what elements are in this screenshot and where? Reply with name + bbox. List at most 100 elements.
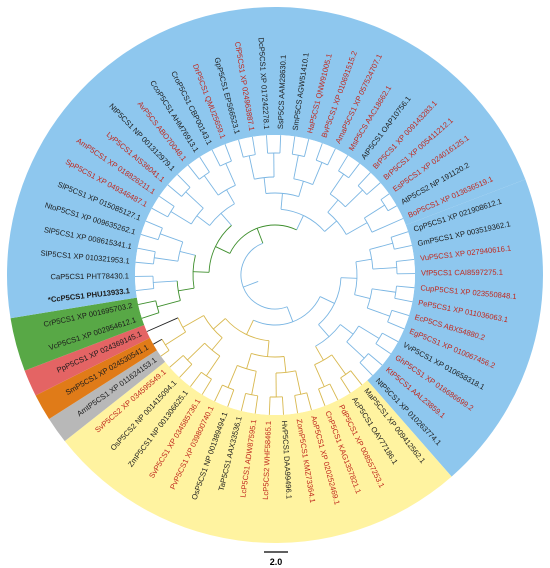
tree-branch [138,300,156,306]
tree-arc [201,371,212,380]
tree-branch [160,349,170,357]
tree-arc [275,370,296,374]
tree-branch [338,155,349,172]
tree-branch [279,135,282,154]
tree-arc [243,154,256,158]
tree-branch [359,362,373,376]
tree-branch [324,220,337,232]
tree-arc [152,276,155,289]
clade-color-bands [7,7,543,543]
tree-arc [318,277,342,325]
tree-arc [340,370,351,379]
tree-branch [266,135,269,154]
tree-branch [368,353,383,366]
tree-branch [394,244,412,250]
tree-branch [203,175,219,196]
tree-branch [145,220,163,229]
tree-branch [394,297,413,303]
tree-arc [153,251,156,264]
tree-branch [268,396,271,415]
leaf-label: LcP5CS2 WHF58465.1 [261,421,273,500]
tree-arc [177,241,184,262]
tree-branch [140,234,159,241]
tree-branch [187,342,205,361]
tree-branch [340,277,357,279]
tree-arc [293,178,313,185]
tree-branch [225,163,236,186]
tree-arc [395,261,398,274]
tree-arc [327,211,347,235]
tree-branch [267,340,270,357]
tree-branch [146,317,179,332]
tree-branch [391,309,410,316]
tree-branch [214,384,223,402]
tree-branch [286,306,294,322]
tree-arc [354,261,358,295]
tree-branch [372,267,397,270]
tree-arc [364,217,373,233]
tree-branch [396,258,415,262]
tree-branch [281,396,284,415]
tree-arc [181,187,191,197]
tree-branch [318,324,330,337]
tree-branch [151,207,168,218]
clade-band-red [24,324,150,396]
tree-branch [306,392,312,411]
tree-branch [135,261,154,265]
tree-arc [380,199,389,211]
tree-branch [263,177,267,194]
tree-branch [346,222,368,235]
tree-branch [371,288,396,293]
tree-branch [240,393,247,411]
tree-arc [369,249,374,270]
tree-arc [157,227,163,240]
tree-branch [157,300,181,308]
tree-arc [390,237,395,250]
tree-branch [227,365,238,388]
tree-branch [246,353,252,369]
clade-band-green [10,297,145,371]
tree-arc [314,354,333,366]
clade-band-blue [7,7,526,319]
tree-branch [187,164,200,180]
tree-branch [160,233,183,243]
tree-arc [387,310,393,323]
scale-bar-label: 2.0 [270,557,283,567]
tree-branch [295,370,302,395]
tree-branch [224,144,232,162]
tree-arc [240,242,288,310]
tree-branch [211,149,221,167]
tree-branch [165,331,186,346]
tree-branch [213,318,226,330]
tree-branch [293,155,299,179]
tree-branch [226,189,235,204]
tree-arc [292,153,305,158]
tree-branch [248,155,255,180]
tree-branch [298,181,304,197]
tree-arc [167,206,175,218]
tree-branch [296,215,304,231]
tree-branch [169,355,184,368]
leaf-label: VfP5CS1 CAI8597275.1 [421,268,503,278]
tree-branch [177,174,191,188]
tree-branch [319,296,335,304]
tree-branch [196,215,210,226]
tree-arc [190,207,204,225]
tree-arc [265,192,299,197]
tree-branch [371,218,404,233]
tree-arc [357,185,368,195]
tree-branch [256,228,264,244]
tree-branch [227,389,235,407]
tree-branch [366,182,381,195]
tree-arc [237,365,257,372]
tree-arc [209,203,235,226]
tree-branch [179,250,196,256]
tree-branch [340,324,354,335]
scale-bar: 2.0 [264,551,288,567]
tree-branch [318,388,326,406]
clade-band-yellow [64,361,452,543]
tree-branch [387,205,397,212]
tree-arc [329,193,346,208]
tree-branch [315,143,323,161]
